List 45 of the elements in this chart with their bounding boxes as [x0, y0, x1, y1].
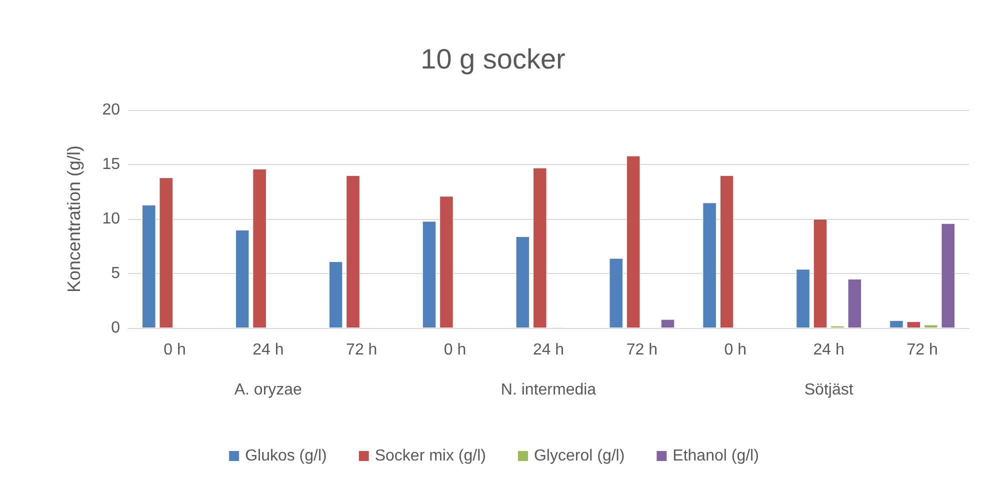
bar	[328, 262, 343, 328]
bar	[142, 204, 156, 328]
text: A. oryzae	[234, 382, 302, 398]
bar	[924, 324, 938, 328]
x-tick-label: 24 h	[813, 342, 844, 358]
y-tick-label: 15	[102, 156, 120, 173]
x-tick-label: 72 h	[626, 342, 658, 358]
bar	[702, 202, 716, 328]
bar	[720, 175, 734, 328]
bar	[159, 178, 173, 328]
y-tick-label: 10	[102, 210, 120, 228]
bar	[516, 236, 530, 328]
bar	[941, 223, 955, 328]
bar	[626, 156, 640, 328]
bar	[422, 221, 436, 328]
x-tick-label: 72 h	[906, 342, 938, 358]
chart-title: 10 g socker	[420, 44, 566, 74]
bar	[609, 258, 624, 328]
legend-label: Glycerol (g/l)	[534, 448, 625, 464]
legend-label: Socker mix (g/l)	[374, 448, 486, 464]
bar	[252, 168, 266, 328]
bar	[346, 175, 360, 328]
bar	[660, 319, 675, 328]
bar	[906, 321, 921, 328]
x-tick-label: 0 h	[724, 342, 747, 358]
y-tick-label: 5	[111, 265, 120, 282]
bar	[848, 278, 862, 328]
legend-label: Ethanol (g/l)	[672, 448, 759, 464]
y-tick-label: 20	[102, 102, 120, 118]
bar	[440, 196, 454, 328]
bar	[796, 269, 810, 328]
y-tick-label: 0	[111, 320, 120, 336]
x-tick-label: 0 h	[444, 342, 466, 358]
text: Sötjäst	[804, 382, 854, 398]
x-tick-label: 24 h	[532, 342, 564, 358]
text: N. intermedia	[500, 382, 596, 398]
y-axis-title: Koncentration (g/l)	[64, 145, 84, 293]
x-tick-label: 0 h	[164, 342, 186, 358]
bar	[235, 230, 250, 328]
bar	[813, 219, 828, 328]
x-tick-label: 24 h	[252, 342, 284, 358]
legend-label: Glukos (g/l)	[245, 448, 327, 464]
bar	[533, 168, 547, 328]
x-tick-label: 72 h	[346, 342, 378, 358]
bar	[890, 320, 904, 328]
